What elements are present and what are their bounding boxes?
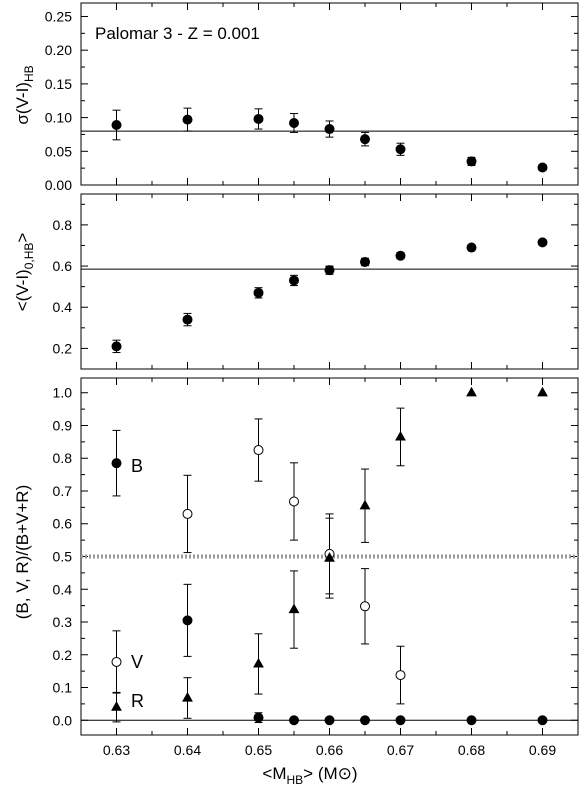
point-filled-circle [111,341,122,352]
point-filled-triangle [111,701,122,711]
point-open-circle [182,508,193,519]
x-axis-title: <MHB> (M⊙) [262,764,357,787]
y-axis-title-sigma: σ(V-I)HB [13,65,36,124]
y-axis-title-color: <(V-I)0,HB> [13,233,36,312]
point-open-circle [289,496,299,507]
point-filled-circle [182,615,193,626]
y-tick-label: 1.0 [53,385,73,401]
y-tick-label: 0.9 [53,417,73,433]
point-filled-circle [537,162,548,173]
point-filled-circle [360,715,370,726]
point-filled-circle [324,265,335,276]
x-tick-label: 0.63 [103,742,130,758]
point-filled-circle [111,458,122,469]
point-filled-circle [324,715,335,726]
point-open-circle [253,445,264,456]
point-filled-triangle [253,657,264,668]
point-filled-triangle [182,691,193,702]
point-filled-circle [360,256,370,267]
point-filled-circle [182,314,193,325]
point-filled-circle [289,715,299,726]
x-tick-label: 0.68 [458,742,485,758]
point-filled-triangle [395,430,406,441]
point-filled-circle [182,114,193,125]
y-tick-label: 0.2 [53,340,73,356]
y-tick-label: 0.15 [45,76,72,92]
y-tick-label: 0.8 [53,450,73,466]
point-filled-triangle [324,552,335,562]
point-open-circle [395,670,406,681]
y-tick-label: 0.0 [53,712,73,728]
y-tick-label: 0.3 [53,614,73,630]
x-tick-label: 0.65 [245,742,272,758]
point-filled-circle [395,144,406,155]
y-tick-label: 0.6 [53,258,73,274]
point-filled-circle [324,124,335,135]
x-tick-label: 0.66 [316,742,343,758]
data-points [111,113,548,726]
point-filled-circle [253,712,264,723]
point-filled-circle [289,275,299,286]
point-open-circle [360,601,370,612]
point-filled-circle [537,715,548,726]
tick-marks [80,3,579,735]
y-tick-label: 0.4 [53,299,73,315]
y-tick-label: 0.2 [53,647,73,663]
x-tick-label: 0.67 [387,742,414,758]
x-tick-label: 0.69 [529,742,556,758]
y-tick-label: 0.05 [45,143,72,159]
y-tick-label: 0.00 [45,177,72,193]
point-filled-circle [360,134,370,145]
y-tick-label: 0.1 [53,680,73,696]
y-tick-label: 0.6 [53,516,73,532]
point-filled-circle [111,120,122,131]
y-axis-title-fraction: (B, V, R)/(B+V+R) [13,485,32,619]
y-tick-label: 0.25 [45,8,72,24]
panel-color-frame [80,193,579,370]
point-filled-circle [253,113,264,124]
point-filled-triangle [359,499,371,510]
point-open-circle [111,656,122,667]
y-tick-label: 0.7 [53,483,73,499]
point-filled-circle [466,156,477,167]
point-filled-circle [466,715,477,726]
point-filled-circle [395,715,406,726]
point-filled-circle [289,117,299,128]
point-filled-circle [466,242,477,253]
x-tick-label: 0.64 [174,742,201,758]
y-tick-label: 0.8 [53,217,73,233]
point-filled-triangle [466,386,477,397]
y-tick-label: 0.4 [53,581,73,597]
y-tick-label: 0.20 [45,42,72,58]
point-filled-circle [253,287,264,298]
tick-labels: 0.00 0.05 0.10 0.15 0.20 0.25 0.2 0.4 0.6 0.8 0.0 0… [45,8,557,758]
series-label-v: V [131,652,143,672]
point-filled-circle [395,250,406,261]
panel-annotation: Palomar 3 - Z = 0.001 [95,24,260,43]
series-label-r: R [131,691,144,711]
series-label-b: B [131,456,143,476]
reference-lines [81,130,578,721]
y-tick-label: 0.5 [53,549,73,565]
point-filled-triangle [537,386,548,397]
point-filled-triangle [288,603,300,614]
point-filled-circle [537,237,548,248]
y-tick-label: 0.10 [45,110,72,126]
